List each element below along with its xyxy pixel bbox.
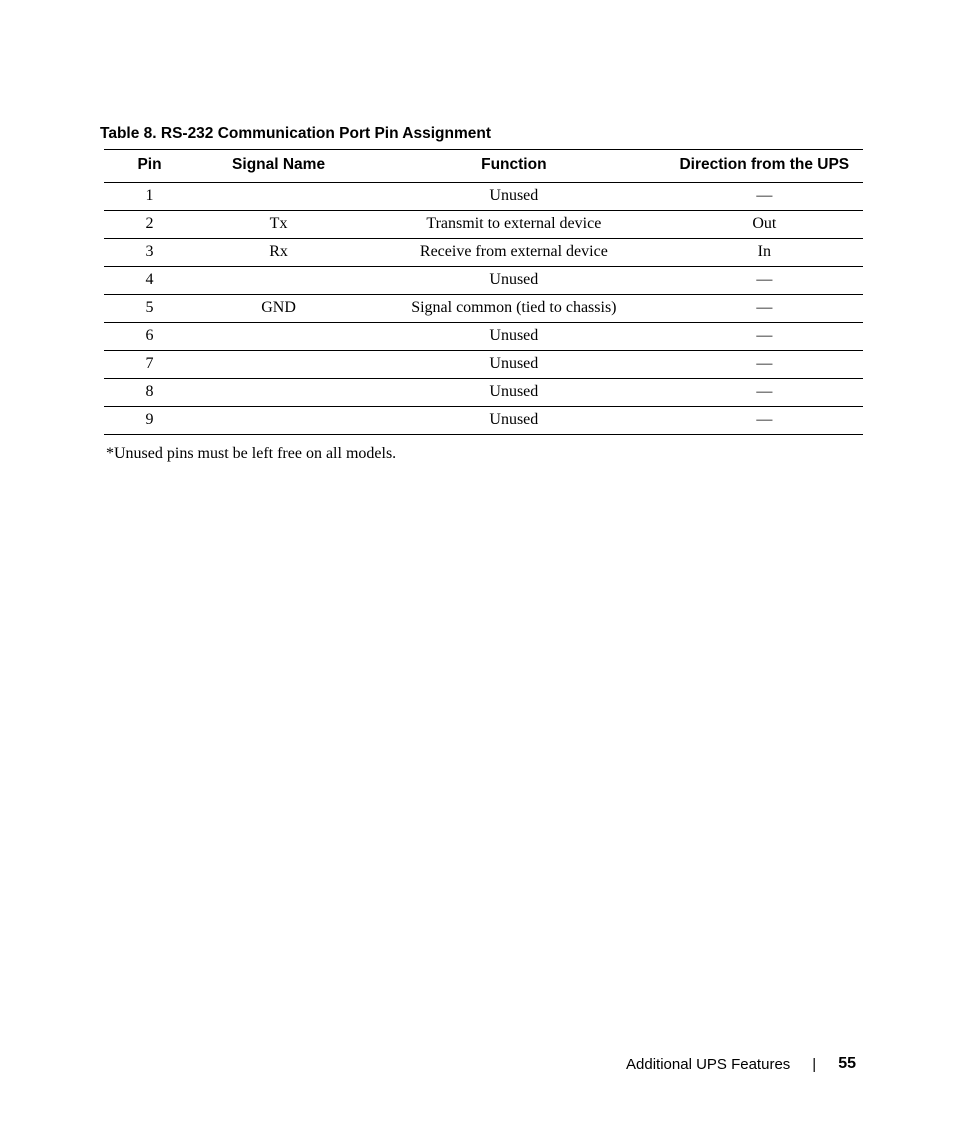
table-title: Table 8. RS-232 Communication Port Pin A… (100, 125, 859, 143)
footer-page-number: 55 (838, 1055, 856, 1073)
table-row: 8 Unused — (104, 379, 863, 407)
cell-pin: 8 (104, 379, 195, 407)
cell-function: Receive from external device (362, 239, 666, 267)
footer-separator: | (812, 1056, 816, 1073)
table-row: 6 Unused — (104, 323, 863, 351)
cell-direction: Out (666, 211, 863, 239)
col-header-direction: Direction from the UPS (666, 150, 863, 183)
cell-function: Unused (362, 351, 666, 379)
page: Table 8. RS-232 Communication Port Pin A… (0, 0, 954, 1145)
cell-direction: — (666, 183, 863, 211)
cell-pin: 1 (104, 183, 195, 211)
page-footer: Additional UPS Features | 55 (626, 1055, 856, 1073)
cell-direction: — (666, 407, 863, 435)
table-row: 4 Unused — (104, 267, 863, 295)
cell-function: Unused (362, 267, 666, 295)
table-row: 9 Unused — (104, 407, 863, 435)
cell-function: Unused (362, 183, 666, 211)
cell-function: Unused (362, 379, 666, 407)
col-header-pin: Pin (104, 150, 195, 183)
table-row: 3 Rx Receive from external device In (104, 239, 863, 267)
table-row: 5 GND Signal common (tied to chassis) — (104, 295, 863, 323)
cell-direction: — (666, 295, 863, 323)
cell-signal: Rx (195, 239, 362, 267)
cell-signal (195, 407, 362, 435)
cell-direction: — (666, 379, 863, 407)
cell-signal (195, 379, 362, 407)
cell-signal (195, 323, 362, 351)
cell-function: Signal common (tied to chassis) (362, 295, 666, 323)
cell-function: Transmit to external device (362, 211, 666, 239)
cell-direction: — (666, 267, 863, 295)
table-row: 7 Unused — (104, 351, 863, 379)
cell-signal: GND (195, 295, 362, 323)
cell-signal (195, 351, 362, 379)
cell-pin: 2 (104, 211, 195, 239)
cell-pin: 4 (104, 267, 195, 295)
cell-function: Unused (362, 407, 666, 435)
cell-pin: 3 (104, 239, 195, 267)
col-header-function: Function (362, 150, 666, 183)
footer-section: Additional UPS Features (626, 1056, 790, 1073)
table-row: 1 Unused — (104, 183, 863, 211)
cell-direction: — (666, 351, 863, 379)
cell-signal: Tx (195, 211, 362, 239)
pin-assignment-table: Pin Signal Name Function Direction from … (104, 149, 863, 435)
cell-pin: 6 (104, 323, 195, 351)
table-body: 1 Unused — 2 Tx Transmit to external dev… (104, 183, 863, 435)
cell-pin: 5 (104, 295, 195, 323)
cell-direction: — (666, 323, 863, 351)
cell-signal (195, 183, 362, 211)
table-row: 2 Tx Transmit to external device Out (104, 211, 863, 239)
col-header-signal: Signal Name (195, 150, 362, 183)
cell-signal (195, 267, 362, 295)
cell-function: Unused (362, 323, 666, 351)
cell-pin: 9 (104, 407, 195, 435)
table-footnote: *Unused pins must be left free on all mo… (106, 445, 859, 463)
cell-pin: 7 (104, 351, 195, 379)
cell-direction: In (666, 239, 863, 267)
table-header-row: Pin Signal Name Function Direction from … (104, 150, 863, 183)
